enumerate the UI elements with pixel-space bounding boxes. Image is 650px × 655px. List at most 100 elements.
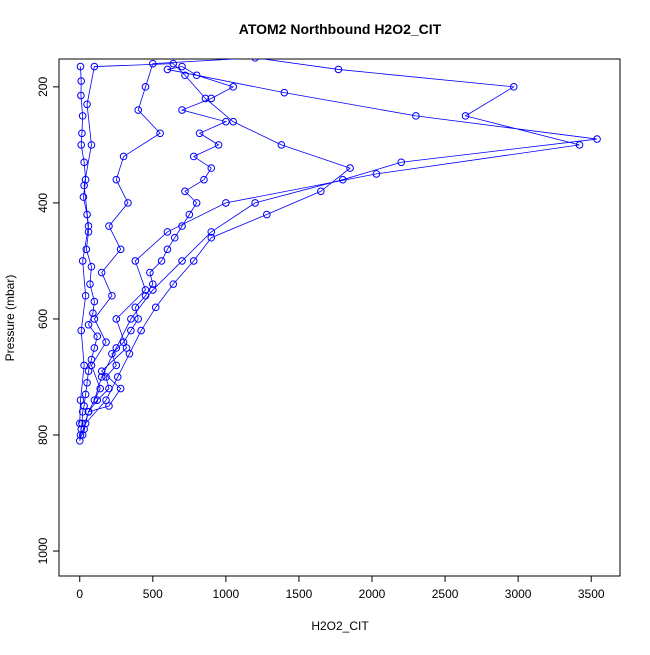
data-point (93, 332, 102, 341)
data-point (207, 228, 216, 236)
data-point (97, 367, 106, 375)
data-point (84, 228, 93, 236)
data-point (84, 407, 93, 416)
data-point (84, 367, 93, 375)
data-point (317, 187, 325, 196)
y-tick-label: 800 (36, 425, 50, 445)
data-point (80, 361, 88, 370)
data-point (77, 326, 86, 335)
data-point (262, 210, 271, 219)
data-point (575, 141, 584, 149)
data-point (178, 62, 186, 71)
data-point (77, 141, 86, 149)
y-tick-label: 400 (36, 193, 50, 213)
data-point (78, 112, 87, 120)
data-point (122, 344, 131, 352)
series-line (79, 59, 598, 441)
data-point (105, 402, 113, 410)
x-tick-label: 2500 (432, 587, 459, 601)
data-point (201, 94, 210, 103)
data-point (131, 303, 140, 312)
data-point (593, 135, 601, 143)
data-point (170, 233, 179, 242)
x-axis-label: H2O2_CIT (311, 619, 369, 633)
data-point (412, 112, 420, 120)
data-point (169, 59, 178, 68)
data-point (163, 228, 172, 236)
data-point (251, 199, 259, 207)
data-point (229, 117, 237, 126)
data-point (75, 419, 84, 428)
data-point (105, 222, 113, 230)
data-point (151, 303, 160, 312)
data-point (76, 62, 85, 71)
data-point (251, 59, 259, 62)
data-point (192, 71, 201, 80)
data-point (229, 83, 237, 91)
data-point (84, 222, 93, 230)
data-point (119, 338, 128, 346)
data-point (181, 71, 189, 80)
data-point (214, 141, 223, 149)
data-point (77, 91, 85, 100)
data-point (93, 396, 102, 404)
data-point (76, 431, 85, 439)
data-point (207, 233, 216, 242)
data-point (181, 187, 189, 196)
x-tick-label: 1500 (286, 587, 313, 601)
data-point (189, 257, 198, 265)
data-point (149, 286, 157, 294)
data-point (78, 129, 86, 138)
data-point (78, 407, 87, 416)
data-point (102, 338, 110, 346)
data-point (207, 164, 216, 172)
data-point (192, 199, 201, 207)
y-tick-label: 600 (36, 309, 50, 329)
data-point (90, 297, 99, 306)
data-point (195, 129, 204, 138)
x-tick-label: 3000 (505, 587, 532, 601)
data-point (124, 199, 132, 207)
data-point (112, 361, 121, 370)
y-tick-label: 1000 (36, 537, 50, 564)
data-point (119, 152, 128, 161)
data-point (81, 390, 90, 399)
data-point (461, 112, 470, 120)
data-point (112, 175, 121, 184)
data-point (137, 326, 145, 335)
data-point (207, 94, 216, 103)
data-point (372, 170, 381, 178)
data-point (87, 355, 96, 364)
data-point (76, 396, 85, 404)
data-point (78, 431, 87, 439)
data-point (189, 152, 198, 161)
data-point (131, 257, 140, 265)
data-point (83, 378, 91, 387)
data-point (149, 280, 157, 288)
plot-area (75, 59, 601, 445)
data-point (163, 245, 172, 254)
data-point (185, 210, 194, 219)
data-point (116, 384, 125, 393)
data-point (102, 396, 110, 404)
data-point (87, 141, 96, 149)
y-axis-label: Pressure (mbar) (3, 275, 17, 362)
data-point (141, 83, 150, 91)
x-tick-label: 1000 (213, 587, 240, 601)
data-point (108, 291, 116, 300)
data-point (75, 437, 84, 445)
data-point (134, 106, 143, 114)
data-point (87, 262, 96, 271)
data-point (157, 257, 166, 265)
data-point (200, 175, 208, 184)
data-point (108, 349, 116, 358)
data-point (102, 373, 110, 381)
data-point (90, 396, 99, 404)
data-point (127, 326, 135, 335)
data-point (84, 320, 93, 329)
data-point (78, 257, 87, 265)
data-point (80, 158, 88, 167)
data-point (83, 210, 91, 219)
plot-frame (58, 58, 621, 577)
data-point (113, 373, 122, 381)
